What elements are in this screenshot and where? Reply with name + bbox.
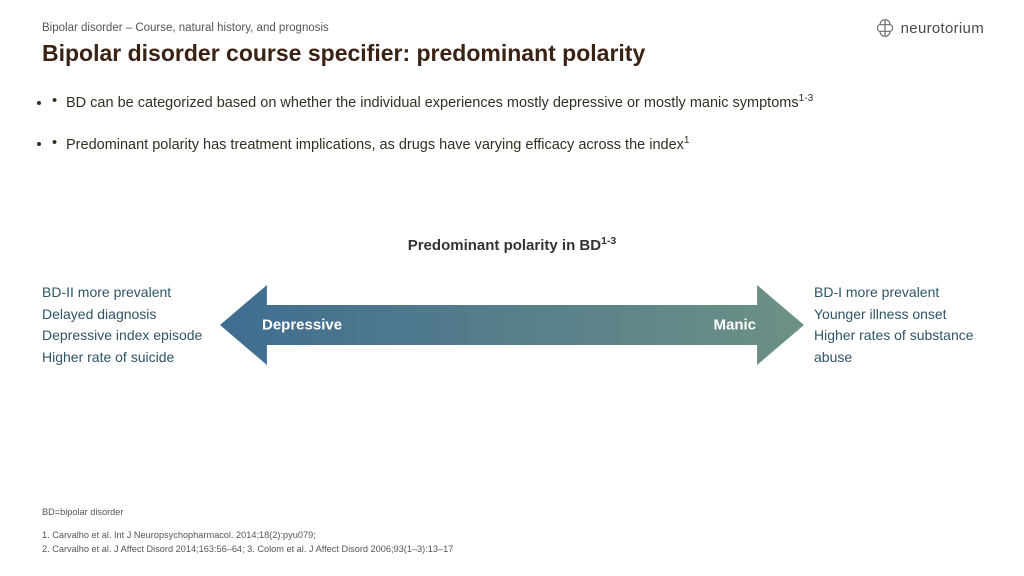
bullet-item: BD can be categorized based on whether t… xyxy=(52,91,982,115)
brand-logo: neurotorium xyxy=(875,18,984,38)
spectrum-arrow: Depressive Manic xyxy=(220,285,804,365)
bullet-text: BD can be categorized based on whether t… xyxy=(66,95,799,111)
brand-text: neurotorium xyxy=(901,20,984,37)
slide-header: Bipolar disorder – Course, natural histo… xyxy=(0,0,1024,67)
slide-supertitle: Bipolar disorder – Course, natural histo… xyxy=(42,22,982,34)
brand-icon xyxy=(875,18,895,38)
reference-line: 2. Carvalho et al. J Affect Disord 2014;… xyxy=(42,543,982,556)
polarity-diagram: Predominant polarity in BD1-3 BD-II more… xyxy=(0,235,1024,435)
depressive-label: Depressive xyxy=(262,317,342,334)
list-item: Higher rate of suicide xyxy=(42,347,214,369)
list-item: Depressive index episode xyxy=(42,325,214,347)
depressive-characteristics: BD-II more prevalent Delayed diagnosis D… xyxy=(42,282,220,369)
bullet-text: Predominant polarity has treatment impli… xyxy=(66,136,684,152)
list-item: Younger illness onset xyxy=(814,304,982,326)
list-item: Higher rates of substance abuse xyxy=(814,325,982,368)
list-item: Delayed diagnosis xyxy=(42,304,214,326)
slide-footer: BD=bipolar disorder 1. Carvalho et al. I… xyxy=(42,506,982,556)
bullet-item: Predominant polarity has treatment impli… xyxy=(52,133,982,157)
slide-title: Bipolar disorder course specifier: predo… xyxy=(42,40,982,67)
abbreviation-note: BD=bipolar disorder xyxy=(42,506,982,519)
list-item: BD-II more prevalent xyxy=(42,282,214,304)
manic-label: Manic xyxy=(713,317,756,334)
citation-sup: 1-3 xyxy=(601,235,616,247)
list-item: BD-I more prevalent xyxy=(814,282,982,304)
diagram-title: Predominant polarity in BD1-3 xyxy=(0,235,1024,254)
bullet-list: BD can be categorized based on whether t… xyxy=(0,67,1024,156)
citation-sup: 1 xyxy=(684,135,690,146)
spectrum-row: BD-II more prevalent Delayed diagnosis D… xyxy=(0,282,1024,369)
manic-characteristics: BD-I more prevalent Younger illness onse… xyxy=(804,282,982,369)
reference-line: 1. Carvalho et al. Int J Neuropsychophar… xyxy=(42,529,982,542)
diagram-title-text: Predominant polarity in BD xyxy=(408,237,601,254)
citation-sup: 1-3 xyxy=(799,93,814,104)
